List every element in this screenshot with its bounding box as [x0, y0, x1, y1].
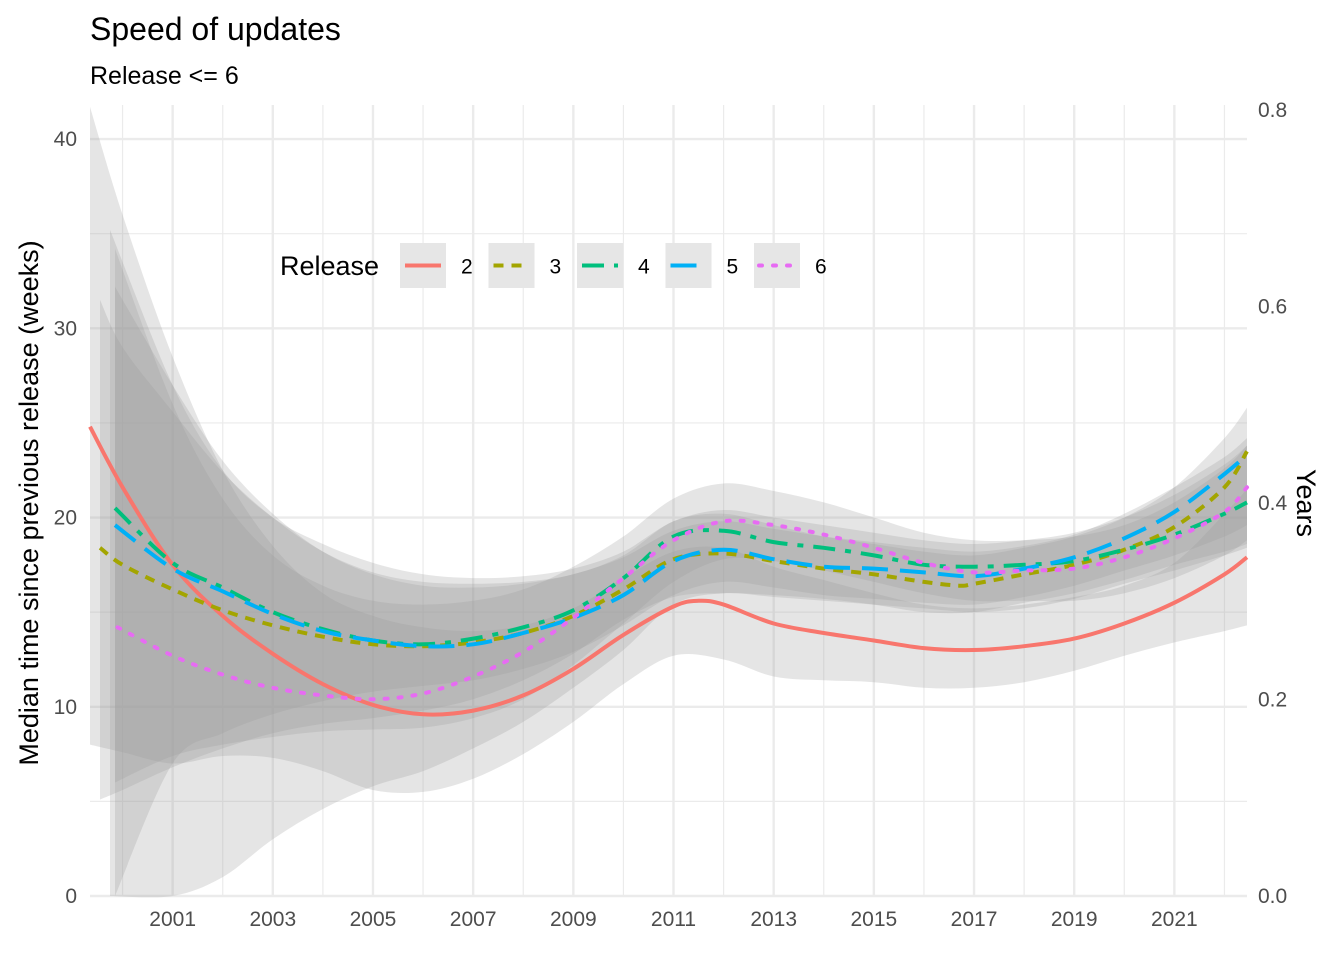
y-tick-label: 20: [54, 507, 77, 530]
x-tick-label: 2021: [1151, 908, 1198, 931]
legend-item-5: 5: [665, 243, 739, 288]
confidence-band-3: [100, 299, 1247, 800]
legend-label: 6: [815, 256, 827, 279]
legend-item-4: 4: [577, 243, 650, 288]
y2-axis-ticks: 0.0 0.2 0.4 0.6 0.8: [1258, 99, 1288, 908]
y-axis-ticks: 0 10 20 30 40: [54, 128, 77, 908]
x-tick-label: 2003: [249, 908, 296, 931]
series-line-6: [115, 485, 1249, 702]
series-line-2: [88, 425, 1249, 717]
y2-tick-label: 0.4: [1258, 492, 1288, 515]
y-tick-label: 40: [54, 128, 77, 151]
x-tick-label: 2009: [550, 908, 597, 931]
legend-title: Release: [280, 251, 379, 281]
legend-label: 5: [727, 256, 739, 279]
legend-label: 2: [461, 256, 473, 279]
legend-item-3: 3: [488, 243, 562, 288]
legend-item-2: 2: [400, 243, 473, 288]
series-lines: [88, 425, 1249, 717]
x-tick-label: 2015: [850, 908, 897, 931]
legend-item-6: 6: [754, 243, 827, 288]
x-tick-label: 2017: [951, 908, 998, 931]
confidence-bands: [90, 106, 1247, 898]
x-tick-label: 2011: [651, 908, 696, 931]
confidence-band-4: [110, 229, 1247, 898]
y-tick-label: 0: [65, 885, 77, 908]
x-tick-label: 2001: [149, 908, 196, 931]
x-tick-label: 2007: [450, 908, 497, 931]
legend-label: 3: [550, 256, 562, 279]
legend-label: 4: [638, 256, 650, 279]
x-tick-label: 2005: [350, 908, 397, 931]
y-axis-title: Median time since previous release (week…: [14, 240, 44, 765]
y2-tick-label: 0.8: [1258, 99, 1287, 122]
confidence-band-2: [90, 106, 1247, 794]
x-tick-label: 2019: [1051, 908, 1098, 931]
x-tick-label: 2013: [750, 908, 797, 931]
x-axis-ticks: 2001 2003 2005 2007 2009 2011 2013 2015 2017 2019…: [149, 908, 1197, 931]
y2-axis-title: Years: [1291, 469, 1321, 537]
y-tick-label: 10: [54, 696, 77, 719]
y2-tick-label: 0.0: [1258, 885, 1287, 908]
chart-subtitle: Release <= 6: [90, 62, 239, 90]
series-line-3: [98, 450, 1249, 649]
y-tick-label: 30: [54, 317, 77, 340]
series-line-5: [113, 453, 1249, 649]
grid-lines: [90, 105, 1247, 898]
confidence-band-6: [115, 248, 1247, 783]
chart-title: Speed of updates: [90, 11, 341, 47]
legend: Release 2 3 4 5 6: [280, 243, 827, 288]
confidence-band-5: [115, 286, 1247, 896]
y2-tick-label: 0.2: [1258, 689, 1287, 712]
series-line-4: [113, 500, 1248, 647]
y2-tick-label: 0.6: [1258, 296, 1287, 319]
